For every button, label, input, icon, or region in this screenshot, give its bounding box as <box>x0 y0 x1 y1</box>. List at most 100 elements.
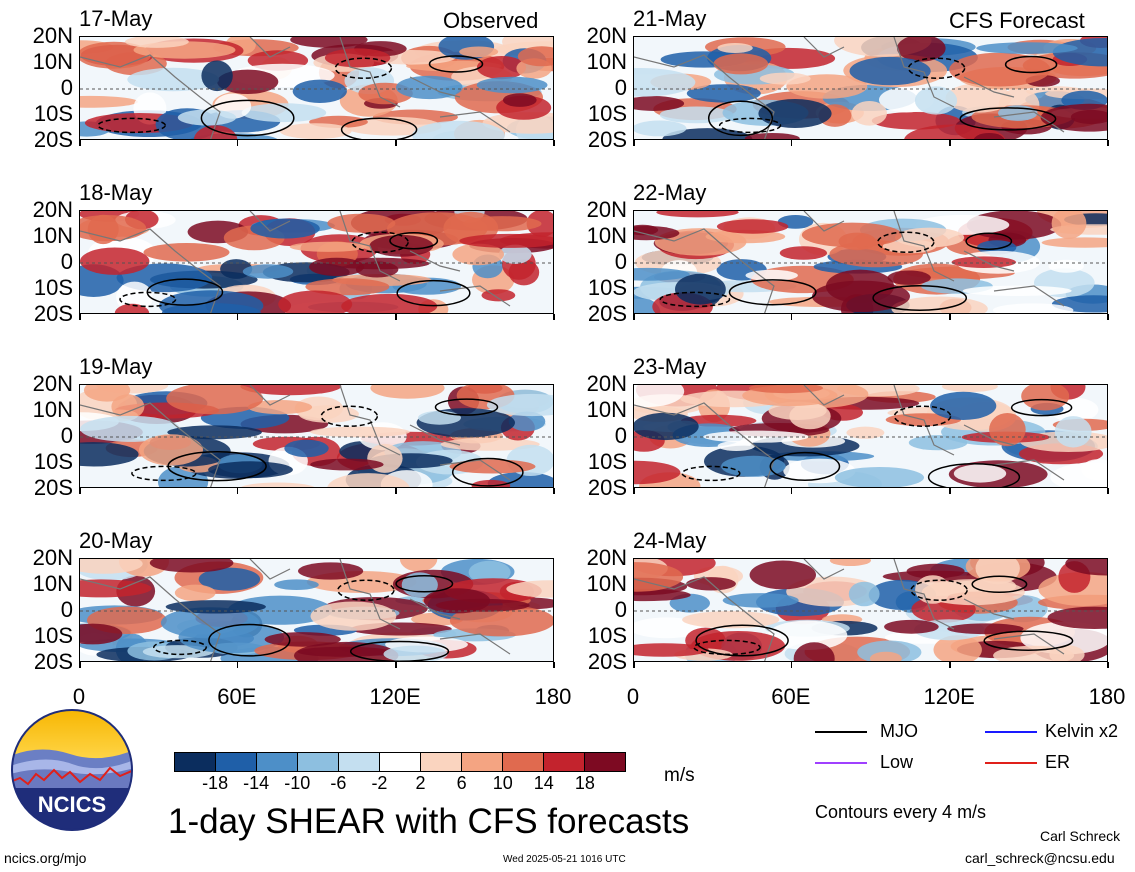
shear-blob <box>1047 606 1107 629</box>
shear-blob <box>713 53 769 75</box>
y-tick-label: 0 <box>614 597 627 622</box>
legend-er-line <box>985 762 1037 764</box>
y-tick-label: 10S <box>33 449 73 474</box>
shear-map-panel <box>633 36 1108 140</box>
shear-blob <box>452 243 505 266</box>
shear-blob <box>125 37 189 48</box>
shear-blob <box>87 214 119 245</box>
x-tick-mark <box>553 662 555 668</box>
shear-blob <box>463 216 542 232</box>
x-tick-mark <box>790 662 793 668</box>
contour-note: Contours every 4 m/s <box>815 802 987 822</box>
shear-blob <box>1040 103 1107 132</box>
colorbar-swatch <box>339 753 380 771</box>
shear-blob <box>834 467 924 487</box>
colorbar-tick-label: 6 <box>456 773 467 793</box>
y-tick-label: 10N <box>32 223 73 248</box>
shear-field <box>634 211 1107 313</box>
coastline <box>634 211 1065 313</box>
shear-blob <box>914 86 958 115</box>
x-tick-label: 120E <box>369 684 421 709</box>
shear-blob <box>399 559 438 572</box>
shear-blob <box>220 259 253 279</box>
y-tick-label: 10N <box>32 397 73 422</box>
mjo-contour <box>971 575 1028 594</box>
mjo-contour <box>320 405 379 427</box>
shear-blob <box>962 285 1072 296</box>
shear-map-panel <box>79 210 554 314</box>
mjo-contour <box>349 640 450 661</box>
colorbar-swatch <box>503 753 544 771</box>
x-tick-mark <box>1107 662 1109 668</box>
shear-blob <box>717 441 755 451</box>
shear-map-panel <box>79 36 554 140</box>
shear-blob <box>242 264 294 279</box>
mjo-contour <box>1004 55 1058 74</box>
coastline <box>80 559 511 661</box>
y-tick-label: 20S <box>587 649 627 674</box>
shear-blob <box>634 267 690 281</box>
shear-map-panel <box>79 384 554 488</box>
mjo-contour <box>395 575 454 593</box>
shear-blob <box>634 226 680 241</box>
y-tick-label: 10N <box>586 223 627 248</box>
coastline <box>634 559 1065 661</box>
y-tick-label: 10N <box>586 49 627 74</box>
shear-blob <box>305 278 390 296</box>
shear-blob <box>801 222 903 248</box>
shear-blob <box>80 95 138 108</box>
shear-blob <box>440 437 540 451</box>
shear-blob <box>80 247 150 275</box>
x-tick-mark <box>790 140 793 146</box>
shear-blob <box>717 43 753 53</box>
x-tick-mark <box>236 314 239 320</box>
x-tick-mark <box>1107 314 1109 320</box>
y-tick-label: 10S <box>33 275 73 300</box>
y-tick-label: 0 <box>614 75 627 100</box>
shear-blob <box>449 605 553 637</box>
shear-field <box>80 211 553 313</box>
mjo-contour <box>659 291 731 308</box>
y-tick-label: 10N <box>32 49 73 74</box>
shear-blob <box>208 461 293 479</box>
panel-date-label: 22-May <box>633 180 707 205</box>
shear-blob <box>412 120 505 139</box>
y-tick-label: 20N <box>586 23 627 48</box>
colorbar-tick-label: 2 <box>415 773 426 793</box>
x-tick-mark <box>633 140 635 146</box>
shear-blob <box>659 106 734 124</box>
shear-blob <box>174 584 216 602</box>
y-tick-label: 10S <box>587 623 627 648</box>
shear-field <box>80 385 553 487</box>
forecast-header: CFS Forecast <box>949 8 1085 33</box>
shear-blob <box>284 439 329 458</box>
y-tick-label: 10S <box>33 623 73 648</box>
shear-blob <box>829 559 871 566</box>
shear-blob <box>498 244 532 264</box>
shear-blob <box>851 101 887 126</box>
shear-blob <box>887 270 931 285</box>
colorbar-tick-label: 18 <box>574 773 595 793</box>
x-tick-mark <box>553 314 555 320</box>
shear-blob <box>745 269 798 281</box>
shear-blob <box>294 396 344 421</box>
shear-blob <box>139 434 203 466</box>
mjo-contour <box>718 117 782 134</box>
shear-blob <box>111 394 145 420</box>
shear-blob <box>759 72 811 85</box>
footer-timestamp: Wed 2025-05-21 1016 UTC <box>503 854 626 865</box>
shear-blob <box>682 611 780 629</box>
mjo-contour <box>693 639 761 656</box>
shear-blob <box>975 559 1020 585</box>
x-tick-mark <box>1107 488 1109 494</box>
shear-blob <box>435 598 530 612</box>
shear-blob <box>114 303 150 313</box>
coastline <box>80 211 511 313</box>
shear-blob <box>127 67 220 92</box>
y-tick-label: 0 <box>60 249 73 274</box>
observed-header: Observed <box>443 8 539 33</box>
y-tick-label: 20N <box>586 197 627 222</box>
mjo-contour <box>337 579 395 601</box>
colorbar-tick-label: -2 <box>371 773 388 793</box>
colorbar-units: m/s <box>664 765 695 786</box>
